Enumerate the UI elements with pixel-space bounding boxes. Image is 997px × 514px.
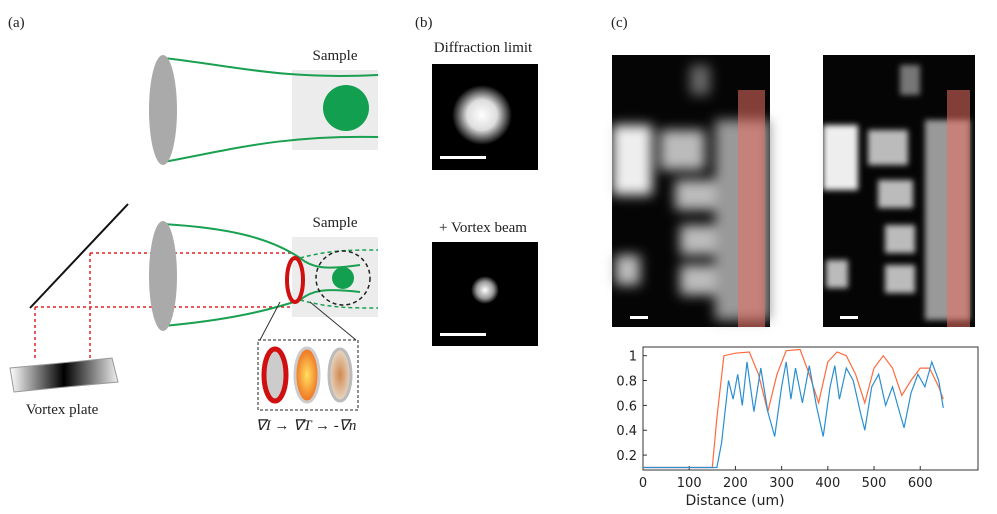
diagram-top <box>149 55 379 165</box>
psf-image <box>432 64 538 170</box>
relation-label: ∇I → ∇T → -∇n <box>256 418 357 434</box>
series-line <box>643 359 944 469</box>
microscope-image <box>612 55 770 327</box>
x-tick-label: 500 <box>862 476 887 491</box>
diagram-bottom <box>9 203 379 411</box>
x-tick-label: 200 <box>723 476 748 491</box>
sample-label: Sample <box>313 48 358 64</box>
x-tick-label: 100 <box>677 476 702 491</box>
plot-frame <box>642 346 979 471</box>
panel-label: (c) <box>611 15 628 31</box>
image-label: + Vortex beam <box>439 220 527 236</box>
image-label: Diffraction limit <box>434 40 533 56</box>
y-tick-label: 0.8 <box>616 375 637 390</box>
y-tick-label: 0.6 <box>616 399 637 414</box>
x-axis-label: Distance (um) <box>685 493 784 509</box>
x-tick-label: 0 <box>639 476 647 491</box>
microscope-image <box>823 55 975 327</box>
sample-label: Sample <box>313 215 358 231</box>
x-tick-label: 600 <box>908 476 933 491</box>
panel-label: (b) <box>415 15 433 31</box>
vortex-plate-label: Vortex plate <box>26 402 99 418</box>
y-tick-label: 0.4 <box>616 424 637 439</box>
series-line <box>643 348 944 469</box>
psf-image <box>432 242 538 346</box>
x-tick-label: 300 <box>769 476 794 491</box>
y-tick-label: 0.2 <box>616 449 637 464</box>
panel-label: (a) <box>8 15 25 31</box>
x-tick-label: 400 <box>815 476 840 491</box>
y-tick-label: 1 <box>629 350 637 365</box>
